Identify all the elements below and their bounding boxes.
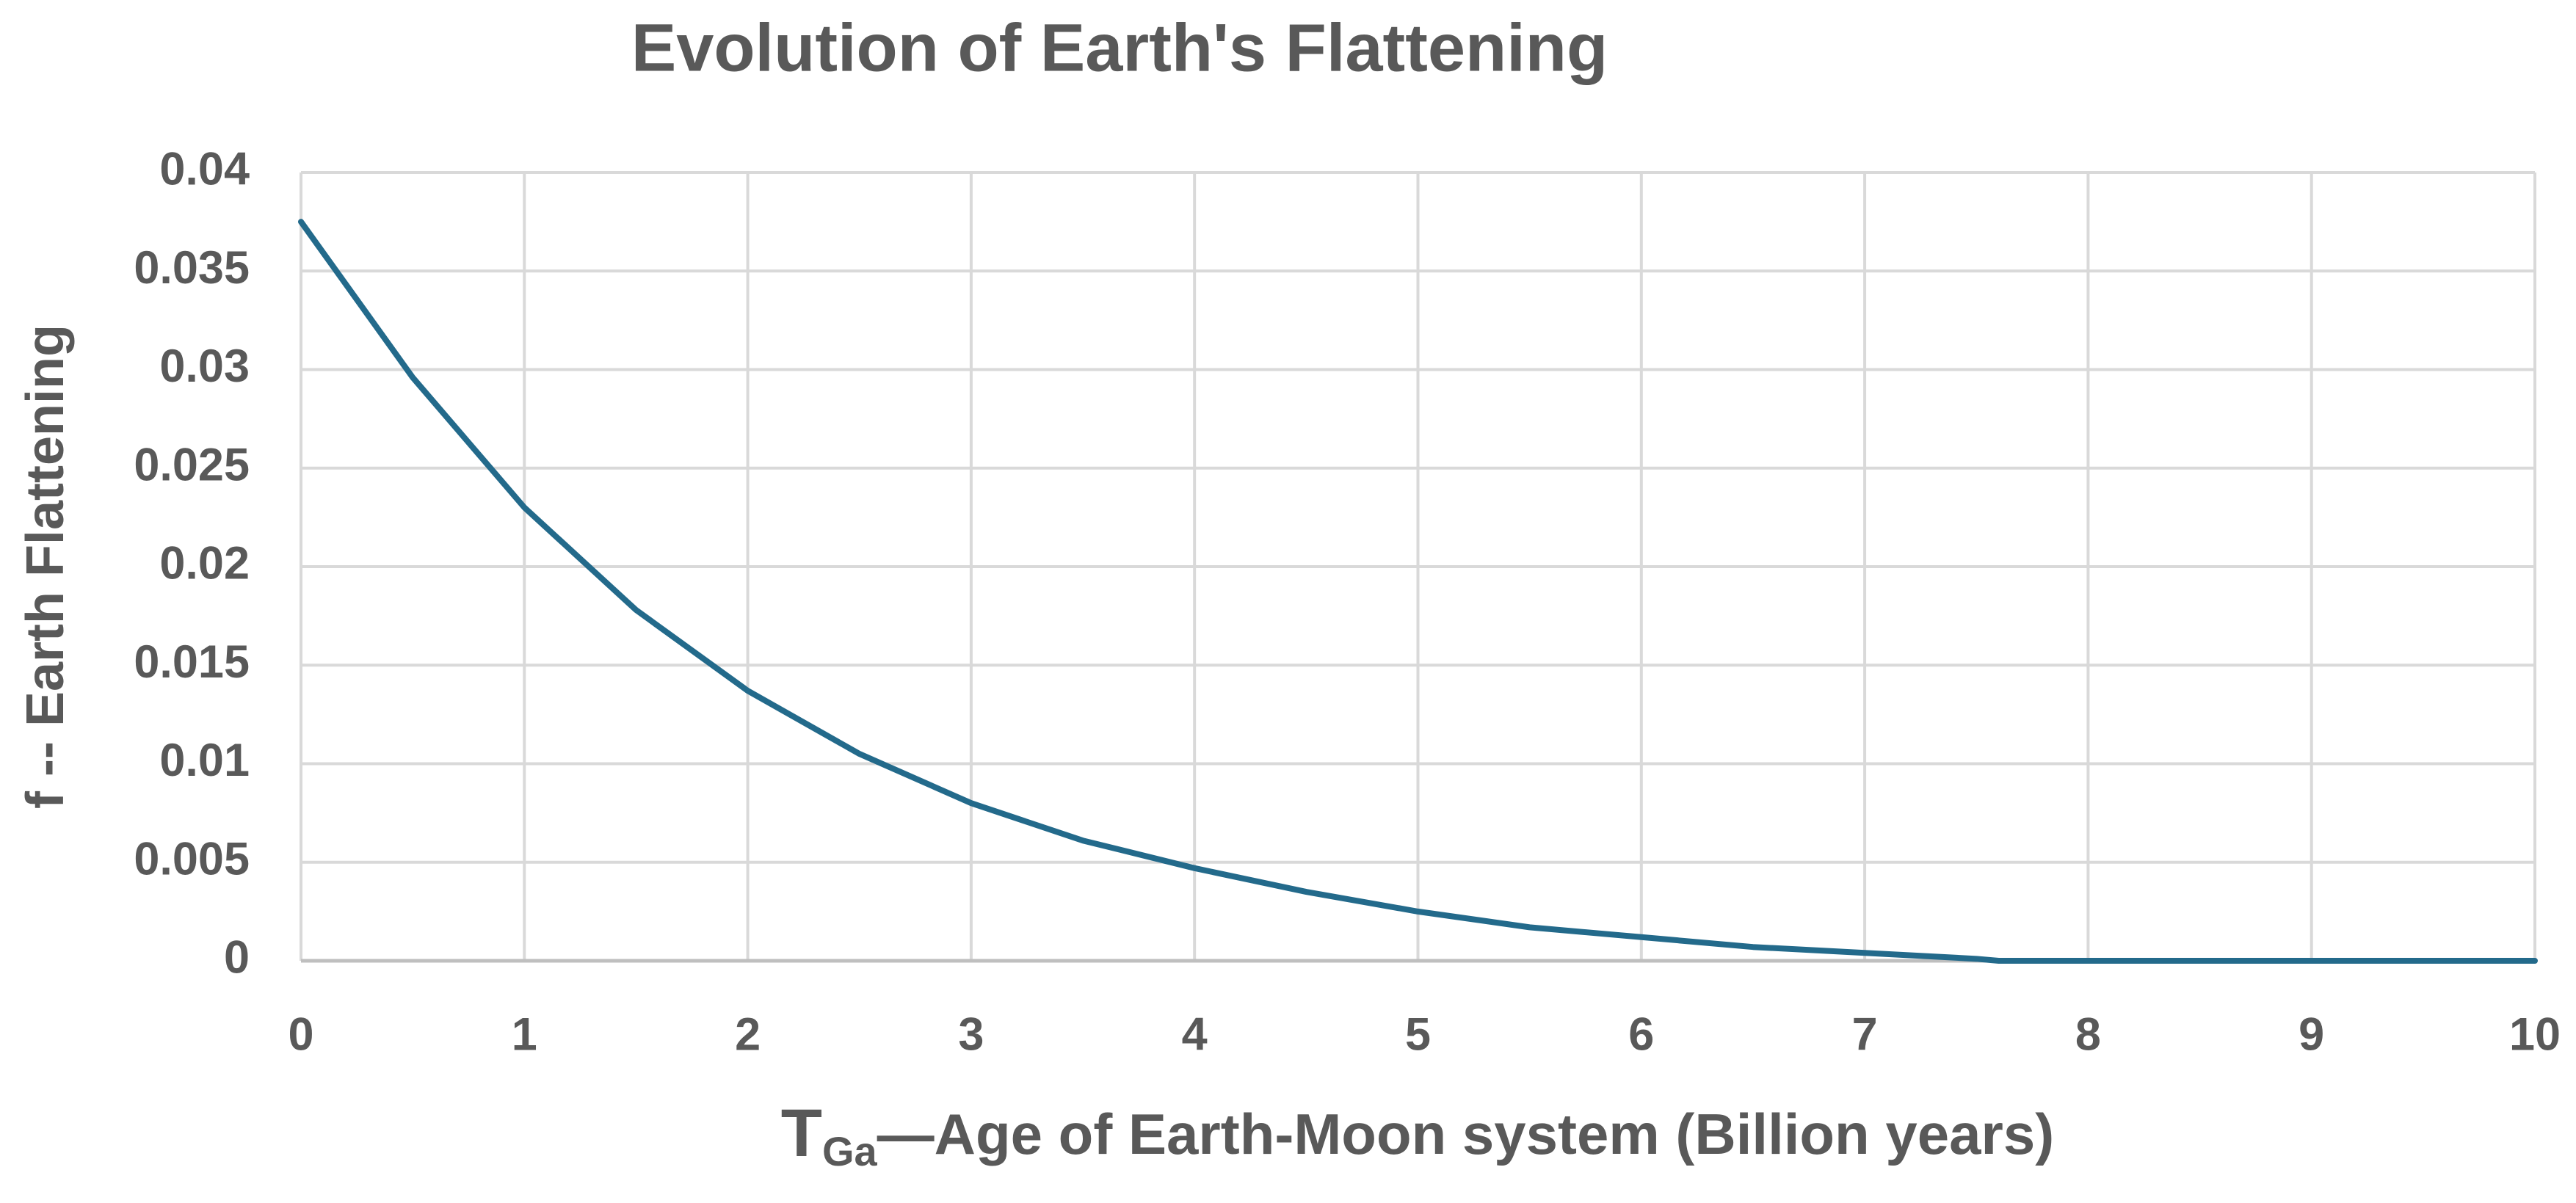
chart-title: Evolution of Earth's Flattening (631, 10, 1608, 85)
x-axis-label-rest: —Age of Earth-Moon system (Billion years… (877, 1102, 2055, 1166)
y-tick-label: 0.01 (159, 735, 250, 786)
x-tick-label: 2 (735, 1009, 761, 1061)
y-tick-label: 0.03 (159, 341, 250, 392)
y-tick-label: 0.005 (134, 833, 250, 884)
x-tick-label: 5 (1405, 1009, 1431, 1061)
x-tick-label: 10 (2509, 1009, 2561, 1061)
x-tick-label: 9 (2299, 1009, 2324, 1061)
data-line (298, 219, 2538, 964)
x-tick-label: 8 (2075, 1009, 2101, 1061)
y-tick-label: 0.02 (159, 538, 250, 589)
x-tick-label: 7 (1852, 1009, 1878, 1061)
x-tick-label: 4 (1182, 1009, 1208, 1061)
y-tick-label: 0.015 (134, 636, 250, 688)
y-tick-label: 0.035 (134, 242, 250, 294)
y-tick-label: 0.025 (134, 439, 250, 490)
x-axis-label-subscript: Ga (822, 1128, 878, 1174)
y-tick-label: 0 (224, 932, 250, 984)
y-tick-label: 0.04 (159, 144, 250, 195)
x-axis-label: TGa—Age of Earth-Moon system (Billion ye… (781, 1096, 2054, 1174)
y-axis-label: f -- Earth Flattening (16, 324, 75, 809)
x-axis-label-main: T (781, 1096, 822, 1171)
x-tick-label: 0 (288, 1009, 313, 1061)
x-tick-label: 6 (1628, 1009, 1654, 1061)
x-tick-label: 1 (512, 1009, 537, 1061)
x-tick-label: 3 (958, 1009, 984, 1061)
